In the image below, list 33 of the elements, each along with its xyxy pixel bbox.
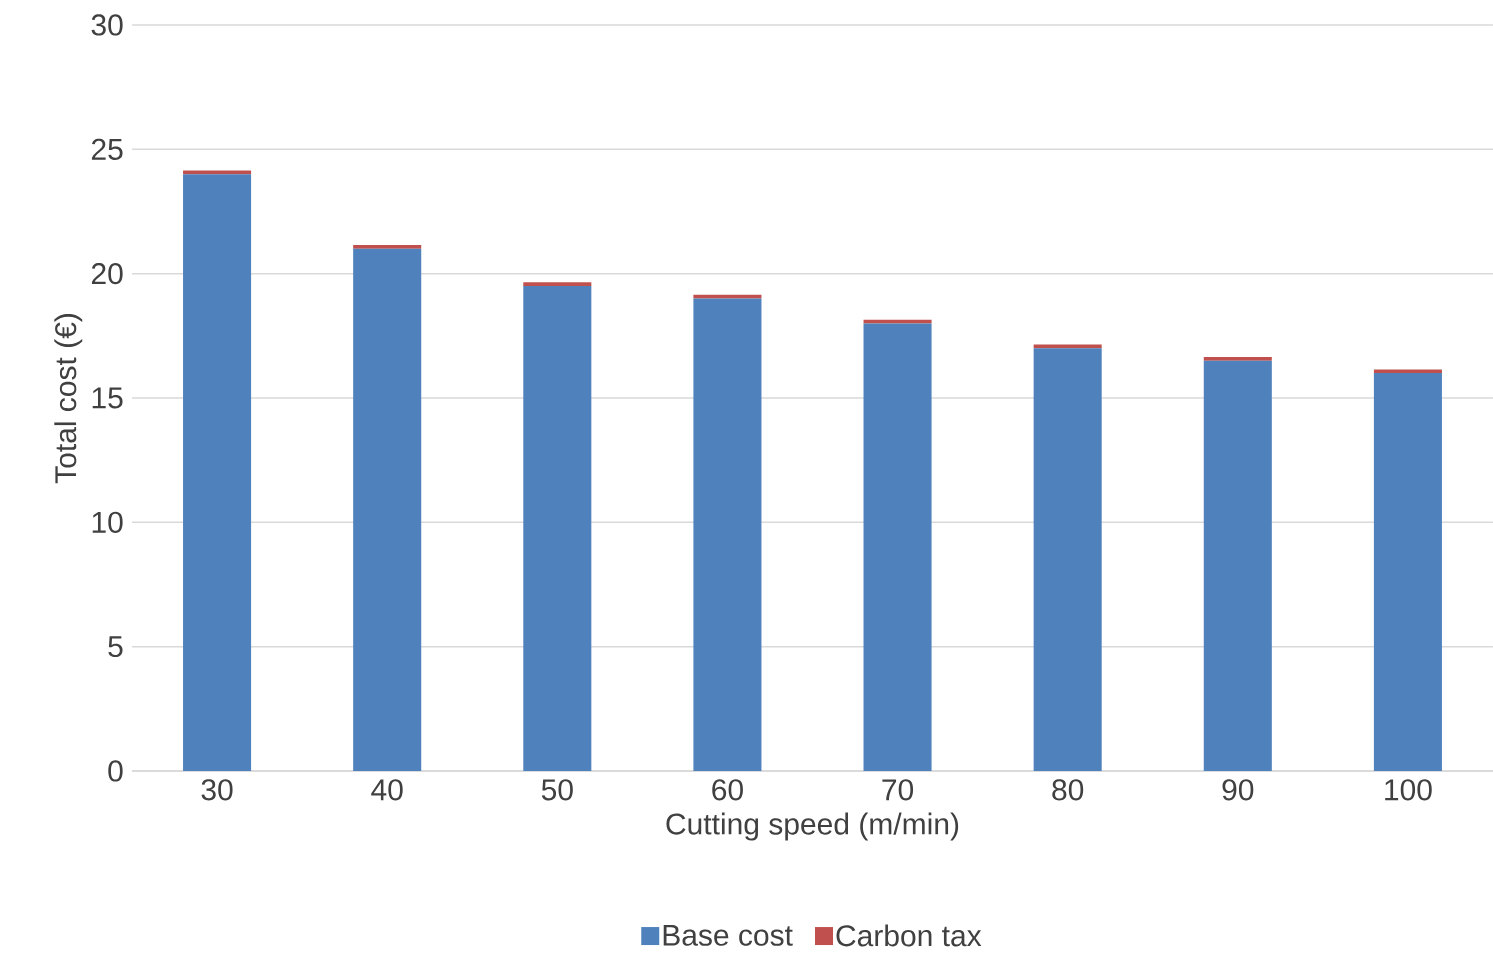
bar xyxy=(523,282,592,287)
x-tick-label: 80 xyxy=(1052,779,1084,801)
x-tick-label: 100 xyxy=(1385,779,1432,801)
y-tick-label: 30 xyxy=(91,14,123,36)
y-tick-label: 0 xyxy=(108,760,123,782)
legend-label: Carbon tax xyxy=(836,924,982,947)
x-tick-label: 60 xyxy=(712,779,743,801)
bar xyxy=(1033,348,1102,771)
bar xyxy=(1373,373,1442,771)
bar xyxy=(1203,356,1272,361)
bar xyxy=(353,245,422,249)
bar xyxy=(183,174,252,771)
legend-label: Base cost xyxy=(663,924,793,946)
x-tick-label: 70 xyxy=(882,779,914,801)
bar xyxy=(353,248,422,771)
bar xyxy=(863,323,932,771)
y-tick-label: 15 xyxy=(92,387,123,409)
y-axis-title: Total cost (€) xyxy=(54,314,83,484)
bar xyxy=(1373,369,1442,374)
y-tick-label: 20 xyxy=(91,263,123,285)
x-tick-label: 40 xyxy=(371,779,403,801)
bar xyxy=(693,294,762,299)
bar xyxy=(1203,360,1272,771)
y-tick-label: 10 xyxy=(92,511,123,533)
y-tick-label: 5 xyxy=(108,636,123,658)
bar xyxy=(693,298,762,771)
y-tick-label: 25 xyxy=(91,138,123,160)
x-tick-label: 50 xyxy=(541,779,573,801)
x-tick-label: 90 xyxy=(1222,779,1254,801)
x-tick-label: 30 xyxy=(201,779,233,801)
bar xyxy=(523,286,592,771)
x-axis-title: Cutting speed (m/min) xyxy=(666,812,959,841)
bar xyxy=(183,170,252,175)
